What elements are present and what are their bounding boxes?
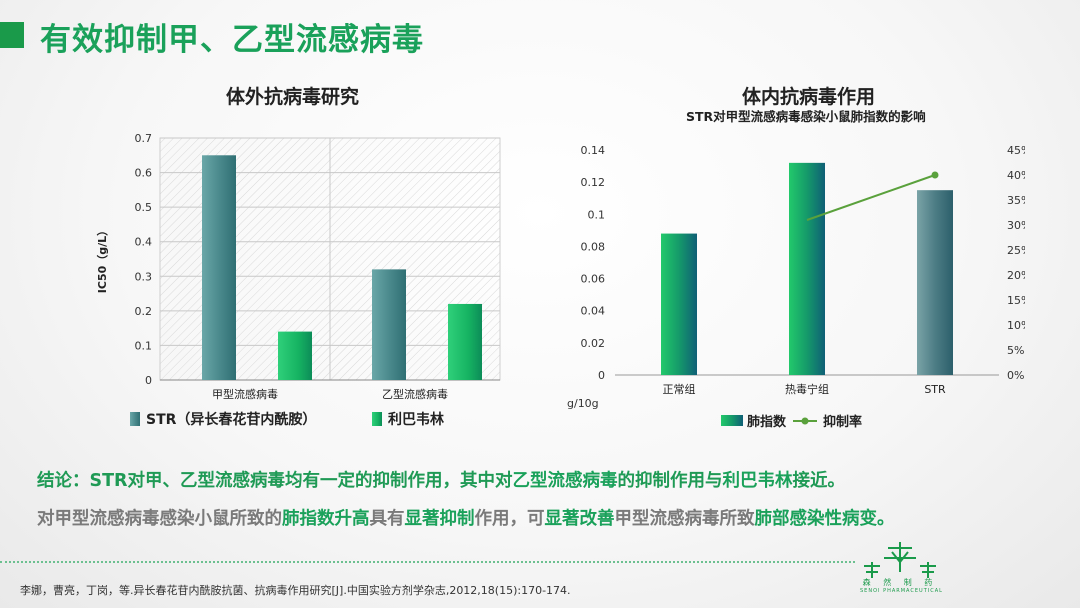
highlight-text: 显著抑制 xyxy=(404,509,475,529)
y-tick-label: 0.7 xyxy=(135,132,153,145)
line-point xyxy=(931,171,939,179)
bar-ribavirin xyxy=(448,303,482,380)
bar-str xyxy=(202,155,236,380)
y2-tick-label: 30% xyxy=(1007,219,1025,232)
right-chart-subtitle: STR对甲型流感病毒感染小鼠肺指数的影响 xyxy=(686,109,926,124)
y-tick-label: 0.4 xyxy=(135,236,153,249)
y-tick-label: 0.08 xyxy=(581,240,606,253)
brand-logo xyxy=(864,542,936,578)
bar-lung-index xyxy=(661,233,697,375)
y-unit-label: g/10g xyxy=(567,397,599,410)
right-chart-title: 体内抗病毒作用 xyxy=(742,86,876,108)
logo-badge xyxy=(0,22,24,48)
conclusion-text: 接近。 xyxy=(792,471,846,491)
y2-tick-label: 20% xyxy=(1007,269,1025,282)
highlight-text: 肺指数升高 xyxy=(282,509,370,529)
reference-citation: 李娜，曹亮，丁岗，等.异长春花苷内酰胺抗菌、抗病毒作用研究[J].中国实验方剂学… xyxy=(20,584,571,597)
y-tick-label: 0.14 xyxy=(581,144,606,157)
x-tick-label: 甲型流感病毒 xyxy=(212,387,278,401)
y-tick-label: 0.06 xyxy=(581,273,606,286)
x-tick-label: STR xyxy=(924,383,946,396)
y2-tick-label: 45% xyxy=(1007,144,1025,157)
conclusion-text: 甲型流感病毒所致 xyxy=(614,509,755,529)
y-tick-label: 0 xyxy=(145,374,152,387)
y-tick-label: 0.3 xyxy=(135,270,153,283)
y2-tick-label: 35% xyxy=(1007,194,1025,207)
conclusion-text: 作用，可 xyxy=(474,509,545,529)
conclusion-line-1: 结论：STR对甲、乙型流感病毒均有一定的抑制作用，其中对乙型流感病毒的抑制作用与… xyxy=(37,469,1047,493)
brand-name-cn: 森 然 制 药 xyxy=(862,578,938,587)
conclusion-line-2: 对甲型流感病毒感染小鼠所致的肺指数升高具有显著抑制作用，可显著改善甲型流感病毒所… xyxy=(37,507,1047,531)
legend-label-lung-index: 肺指数 xyxy=(747,414,787,430)
y-axis-label: IC50（g/L） xyxy=(96,225,109,293)
brand-name-en: SENOI PHARMACEUTICAL xyxy=(860,588,943,594)
legend-swatch-str xyxy=(130,412,140,426)
y2-tick-label: 15% xyxy=(1007,294,1025,307)
line-inhibition-rate xyxy=(806,174,936,221)
conclusion-text: 结论：STR对甲、乙型流感病毒均有一定的抑制作用，其中对 xyxy=(37,471,513,491)
legend-label-ribavirin: 利巴韦林 xyxy=(388,411,444,428)
bar-lung-index xyxy=(789,162,825,375)
y2-tick-label: 5% xyxy=(1007,344,1024,357)
conclusion-text: 具有 xyxy=(369,509,405,529)
conclusion-text: 对甲型流感病毒感染小鼠所致的 xyxy=(37,509,282,529)
y2-tick-label: 10% xyxy=(1007,319,1025,332)
y2-tick-label: 40% xyxy=(1007,169,1025,182)
y-tick-label: 0.04 xyxy=(581,305,606,318)
left-chart: 0 0.1 0.2 0.3 0.4 0.5 0.6 0.7 IC50（g/L） 甲型流感病毒 乙型流… xyxy=(96,132,501,428)
y2-tick-label: 25% xyxy=(1007,244,1025,257)
highlight-text: 显著改善 xyxy=(544,509,615,529)
legend-swatch-ribavirin xyxy=(372,412,382,426)
y-tick-label: 0.2 xyxy=(135,305,153,318)
highlight-text: 肺部感染性病变。 xyxy=(754,509,895,529)
legend-label-inhibition: 抑制率 xyxy=(823,414,862,430)
legend-marker-inhibition xyxy=(801,417,809,425)
legend-swatch-lung-index xyxy=(721,415,743,426)
page-title: 有效抑制甲、乙型流感病毒 xyxy=(40,22,424,58)
highlight-text: 乙型流感病毒 xyxy=(512,471,618,491)
y-tick-label: 0.02 xyxy=(581,337,606,350)
y-tick-label: 0.12 xyxy=(581,176,606,189)
y-tick-label: 0.1 xyxy=(135,339,153,352)
bar-ribavirin xyxy=(278,331,312,380)
conclusion-text: 的抑制作用与 xyxy=(617,471,723,491)
bar-str xyxy=(372,269,406,380)
x-tick-label: 热毒宁组 xyxy=(785,382,829,396)
y2-tick-label: 0% xyxy=(1007,369,1024,382)
x-tick-label: 正常组 xyxy=(663,382,696,396)
y-tick-label: 0.6 xyxy=(135,167,153,180)
legend-label-str: STR（异长春花苷内酰胺） xyxy=(146,411,316,428)
left-chart-title: 体外抗病毒研究 xyxy=(226,86,360,108)
x-tick-label: 乙型流感病毒 xyxy=(382,387,448,401)
y-tick-label: 0.5 xyxy=(135,201,153,214)
y-tick-label: 0 xyxy=(598,369,605,382)
divider xyxy=(0,561,855,563)
highlight-text: 利巴韦林 xyxy=(722,471,793,491)
right-chart: 0 0.02 0.04 0.06 0.08 0.1 0.12 0.14 0% 5% 10% 15% 20… xyxy=(567,144,1025,430)
y-tick-label: 0.1 xyxy=(588,208,606,221)
bar-lung-index xyxy=(917,190,953,375)
